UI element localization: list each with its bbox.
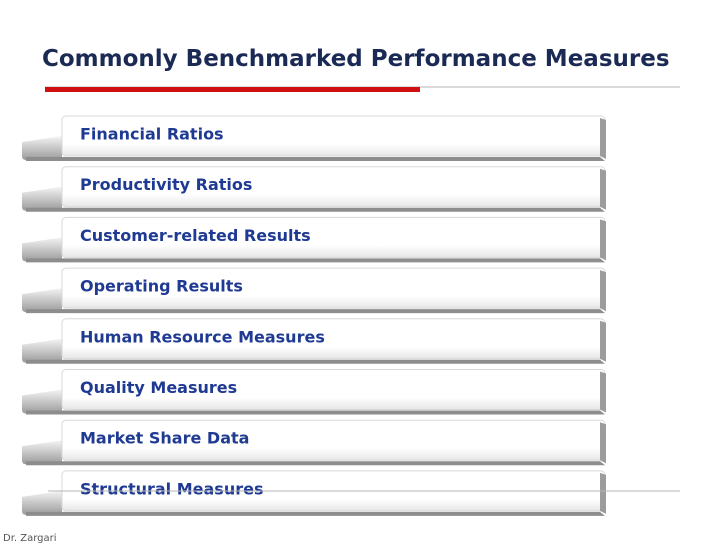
item-edge xyxy=(600,472,606,514)
item: Productivity Ratios xyxy=(22,166,606,212)
item-shadow xyxy=(26,410,605,415)
item-label: Operating Results xyxy=(80,277,243,296)
slide-title: Commonly Benchmarked Performance Measure… xyxy=(42,46,670,72)
item: Quality Measures xyxy=(22,369,606,415)
item-tab xyxy=(22,440,62,465)
item-tab xyxy=(22,490,62,515)
item-edge xyxy=(600,270,606,312)
item-label: Human Resource Measures xyxy=(80,327,325,346)
item-label: Quality Measures xyxy=(80,378,237,397)
item-shadow xyxy=(26,461,605,466)
item-shadow xyxy=(26,258,605,263)
item-edge xyxy=(600,168,606,210)
item-tab xyxy=(22,338,62,363)
item: Market Share Data xyxy=(22,419,606,466)
item-edge xyxy=(600,320,606,362)
item: Operating Results xyxy=(22,267,606,314)
item: Human Resource Measures xyxy=(22,318,606,364)
item-label: Customer-related Results xyxy=(80,226,311,245)
item-edge xyxy=(600,422,606,464)
item-shadow xyxy=(26,511,605,516)
item-label: Market Share Data xyxy=(80,429,249,448)
item-tab xyxy=(22,389,62,414)
item-list: Financial Ratios Productivity Ratios Custo… xyxy=(22,115,606,516)
item-label: Productivity Ratios xyxy=(80,175,252,194)
item-label: Financial Ratios xyxy=(80,125,224,144)
item-edge xyxy=(600,219,606,261)
title-accent xyxy=(45,87,420,92)
item: Customer-related Results xyxy=(22,216,606,263)
item: Financial Ratios xyxy=(22,115,606,161)
item: Structural Measures xyxy=(22,470,606,516)
item-shadow xyxy=(26,207,605,212)
footer-author: Dr. Zargari xyxy=(3,533,57,544)
item-edge xyxy=(600,118,606,159)
item-tab xyxy=(22,136,62,160)
item-shadow xyxy=(26,359,605,364)
item-shadow xyxy=(26,157,605,161)
item-tab xyxy=(22,186,62,211)
item-edge xyxy=(600,371,606,413)
item-tab xyxy=(22,237,62,262)
item-label: Structural Measures xyxy=(80,479,263,498)
item-tab xyxy=(22,288,62,313)
item-shadow xyxy=(26,309,605,314)
